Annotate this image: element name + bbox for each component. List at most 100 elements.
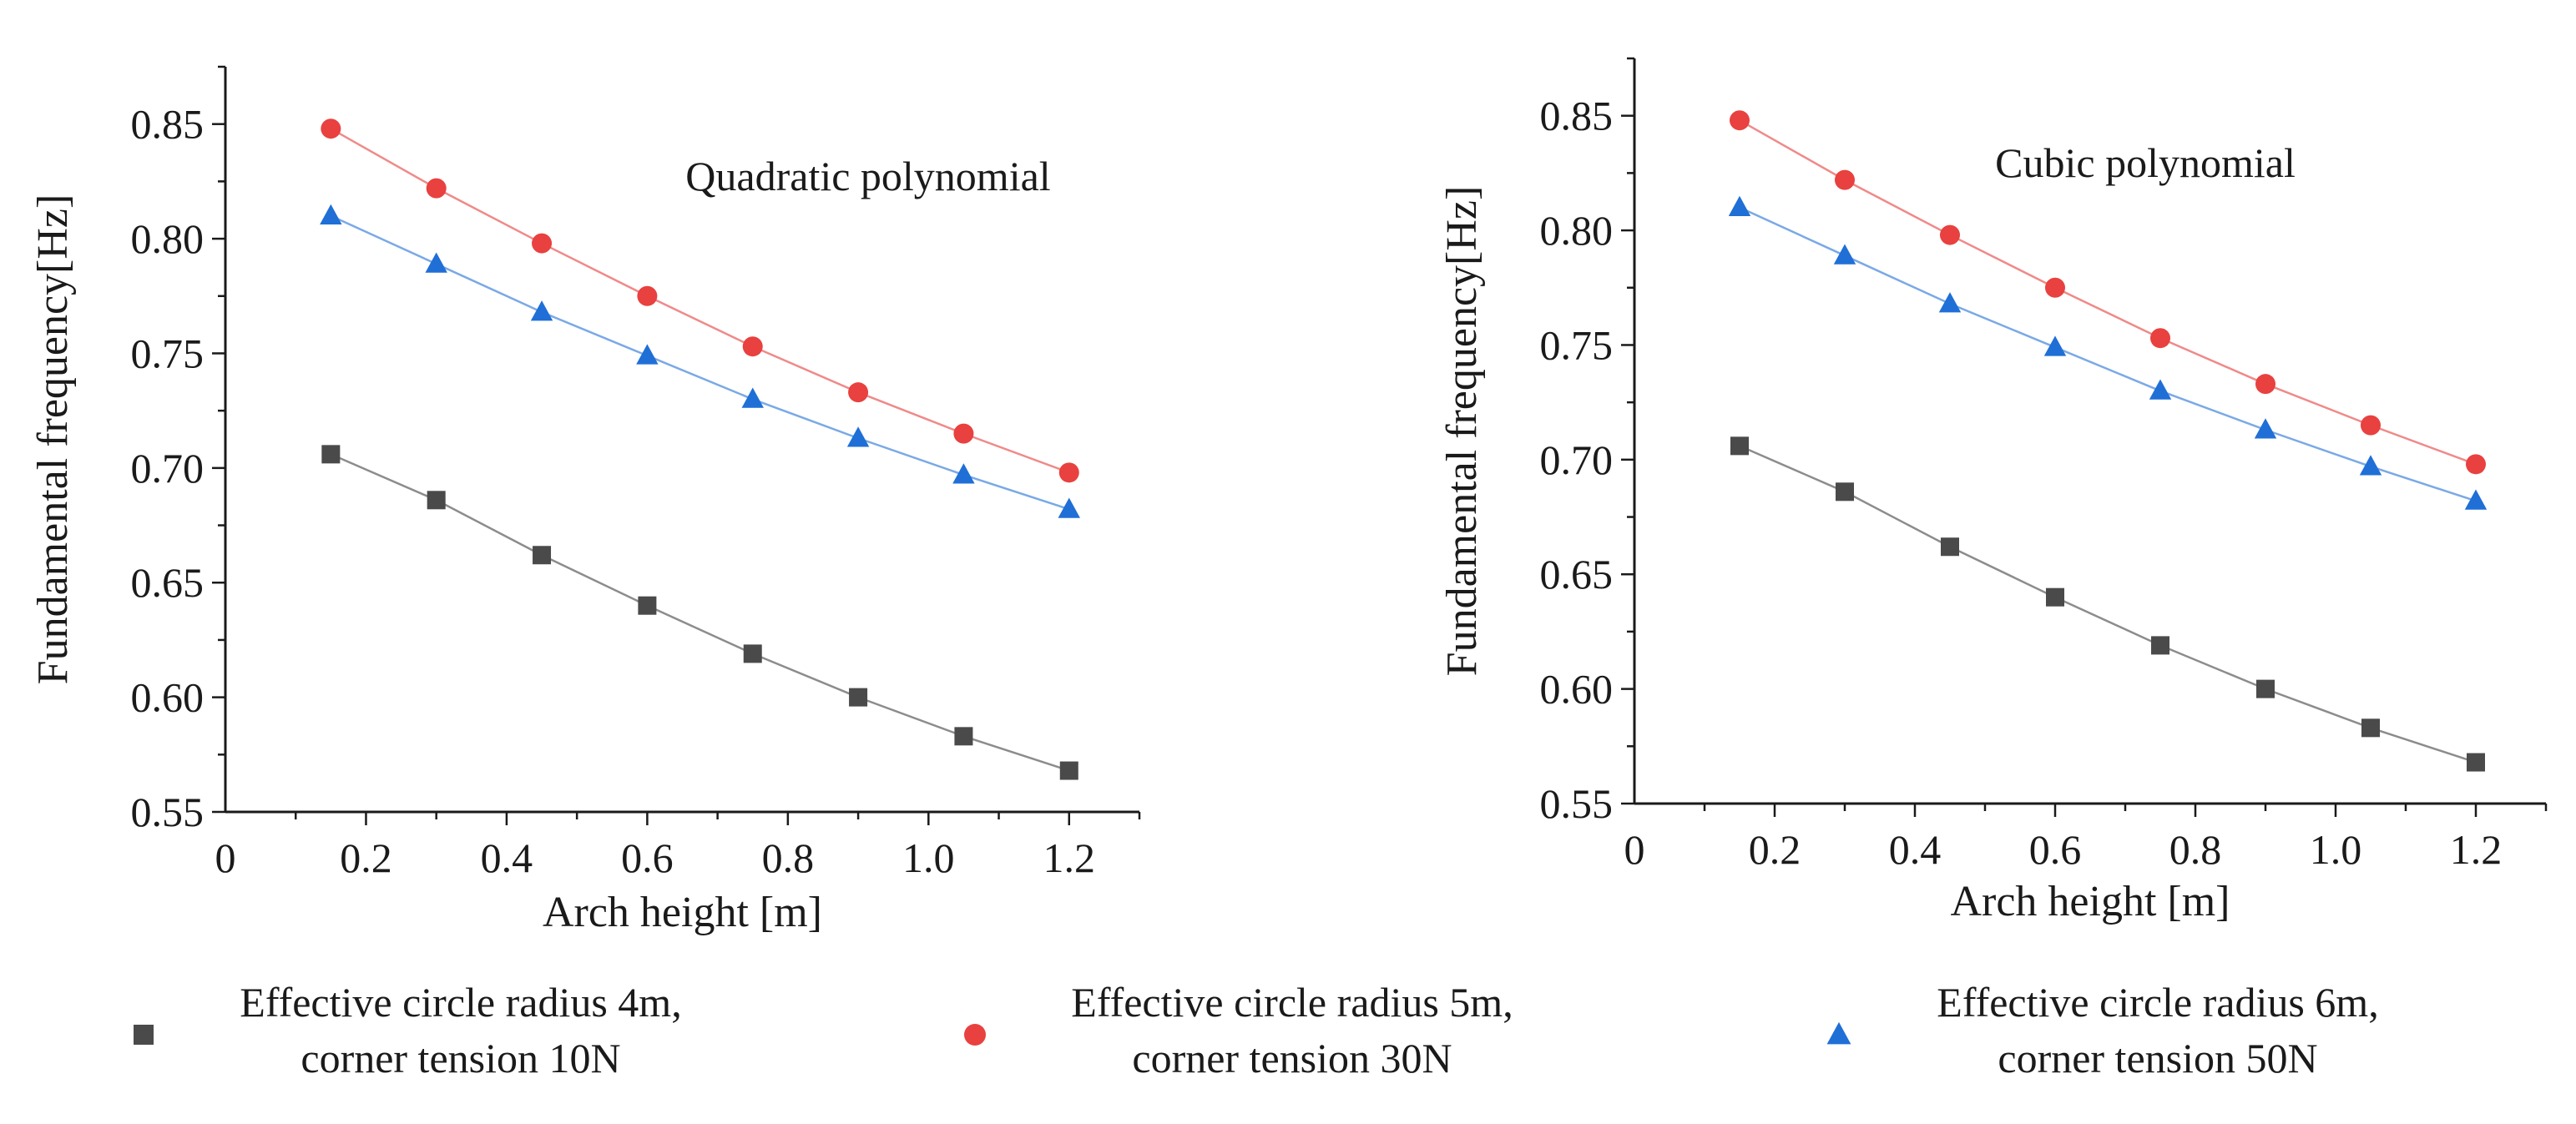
y-tick-label: 0.80: [131, 215, 205, 262]
data-point: [1938, 292, 1962, 313]
x-tick-label: 0.8: [2169, 826, 2222, 873]
data-point: [1941, 537, 1959, 557]
series-2: [1730, 110, 2486, 475]
legend-item-2: Effective circle radius 5m, corner tensio…: [964, 979, 1513, 1081]
data-point: [1730, 436, 1749, 456]
x-tick-label: 0.2: [1749, 826, 1801, 873]
data-point: [321, 445, 341, 464]
data-point: [533, 546, 552, 565]
data-point: [2046, 587, 2064, 607]
data-point: [2254, 418, 2277, 439]
legend-marker: [964, 1024, 986, 1046]
x-tick-label: 0.6: [621, 834, 674, 881]
legend-item-1: Effective circle radius 4m, corner tensio…: [134, 979, 682, 1081]
series-3: [1728, 195, 2488, 510]
data-point: [1730, 110, 1750, 131]
data-point: [532, 233, 553, 254]
y-tick-label: 0.80: [1540, 207, 1614, 254]
y-tick-label: 0.70: [1540, 436, 1614, 483]
data-point: [321, 118, 341, 139]
data-point: [848, 382, 869, 403]
series-1: [1730, 436, 2485, 772]
data-point: [2466, 454, 2486, 475]
legend-marker: [134, 1025, 154, 1045]
data-point: [1940, 224, 1960, 245]
data-point: [743, 644, 762, 663]
data-point: [2464, 489, 2488, 510]
data-point: [427, 491, 446, 510]
y-tick-label: 0.85: [1540, 93, 1614, 139]
chart-annotation: Cubic polynomial: [1995, 139, 2296, 186]
series-line: [1739, 119, 2477, 466]
y-tick-label: 0.65: [1540, 551, 1614, 597]
y-axis-title: Fundamental frequency[Hz]: [29, 194, 77, 685]
data-point: [2149, 379, 2172, 400]
data-point: [846, 426, 870, 447]
data-point: [1835, 169, 1855, 190]
x-tick-label: 0.2: [340, 834, 392, 881]
data-point: [954, 727, 973, 746]
data-point: [742, 336, 763, 357]
data-point: [426, 178, 447, 199]
x-tick-label: 1.0: [902, 834, 955, 881]
y-tick-label: 0.85: [131, 101, 205, 148]
data-point: [1833, 244, 1856, 265]
data-point: [530, 300, 553, 321]
legend-marker: [1826, 1021, 1851, 1045]
legend-label-line2: corner tension 30N: [1132, 1035, 1452, 1081]
series-line: [330, 453, 1070, 772]
series-line: [1739, 206, 2477, 502]
data-point: [638, 596, 657, 615]
data-point: [2255, 374, 2275, 395]
data-point: [741, 387, 764, 408]
legend: Effective circle radius 4m, corner tensio…: [134, 979, 2379, 1081]
y-tick-label: 0.65: [131, 559, 205, 606]
data-point: [1728, 195, 1751, 216]
data-point: [2361, 415, 2381, 436]
data-point: [637, 285, 658, 306]
legend-label-line2: corner tension 10N: [301, 1035, 620, 1081]
x-tick-label: 1.0: [2310, 826, 2362, 873]
data-point: [1059, 761, 1078, 780]
series-line: [330, 128, 1070, 474]
x-tick-label: 1.2: [2450, 826, 2503, 873]
series-2: [321, 118, 1079, 483]
chart-cubic: 0 0.2 0.4 0.6 0.8 1.0 1.2 0.55 0.60 0.65 0.70 0.75 0…: [1438, 57, 2548, 925]
chart-quadratic: 0 0.2 0.4 0.6 0.8 1.0 1.2 0.55 0.60 0.65 0.70 0.75 0…: [29, 65, 1141, 936]
data-point: [2467, 753, 2485, 772]
x-axis-title: Arch height [m]: [1950, 878, 2230, 925]
data-point: [2361, 718, 2380, 738]
data-point: [849, 688, 868, 707]
x-tick-label: 0.4: [481, 834, 533, 881]
data-point: [1058, 462, 1079, 483]
x-tick-label: 0.8: [762, 834, 815, 881]
y-tick-label: 0.55: [1540, 780, 1614, 827]
data-point: [2256, 679, 2275, 698]
x-tick-label: 0.6: [2029, 826, 2082, 873]
legend-label-line1: Effective circle radius 5m,: [1071, 979, 1513, 1026]
data-point: [2150, 328, 2170, 349]
series-line: [1739, 445, 2477, 764]
series-1: [321, 445, 1078, 780]
legend-label-line1: Effective circle radius 6m,: [1937, 979, 2378, 1026]
legend-item-3: Effective circle radius 6m, corner tensio…: [1826, 979, 2379, 1081]
y-tick-label: 0.75: [131, 330, 205, 376]
y-tick-label: 0.60: [131, 674, 205, 721]
chart-annotation: Quadratic polynomial: [685, 153, 1050, 199]
data-point: [2359, 455, 2382, 476]
data-point: [2151, 636, 2169, 655]
y-tick-label: 0.75: [1540, 321, 1614, 368]
x-tick-label: 0: [215, 834, 236, 881]
y-axis-title: Fundamental frequency[Hz]: [1438, 186, 1486, 677]
x-axis-title: Arch height [m]: [543, 889, 822, 936]
legend-label-line2: corner tension 50N: [1998, 1035, 2317, 1081]
series-line: [330, 214, 1070, 511]
legend-label-line1: Effective circle radius 4m,: [240, 979, 681, 1026]
data-point: [636, 344, 659, 365]
x-tick-label: 1.2: [1043, 834, 1096, 881]
series-3: [320, 204, 1080, 518]
data-point: [2043, 335, 2067, 356]
data-point: [320, 204, 342, 224]
y-tick-label: 0.55: [131, 789, 205, 835]
